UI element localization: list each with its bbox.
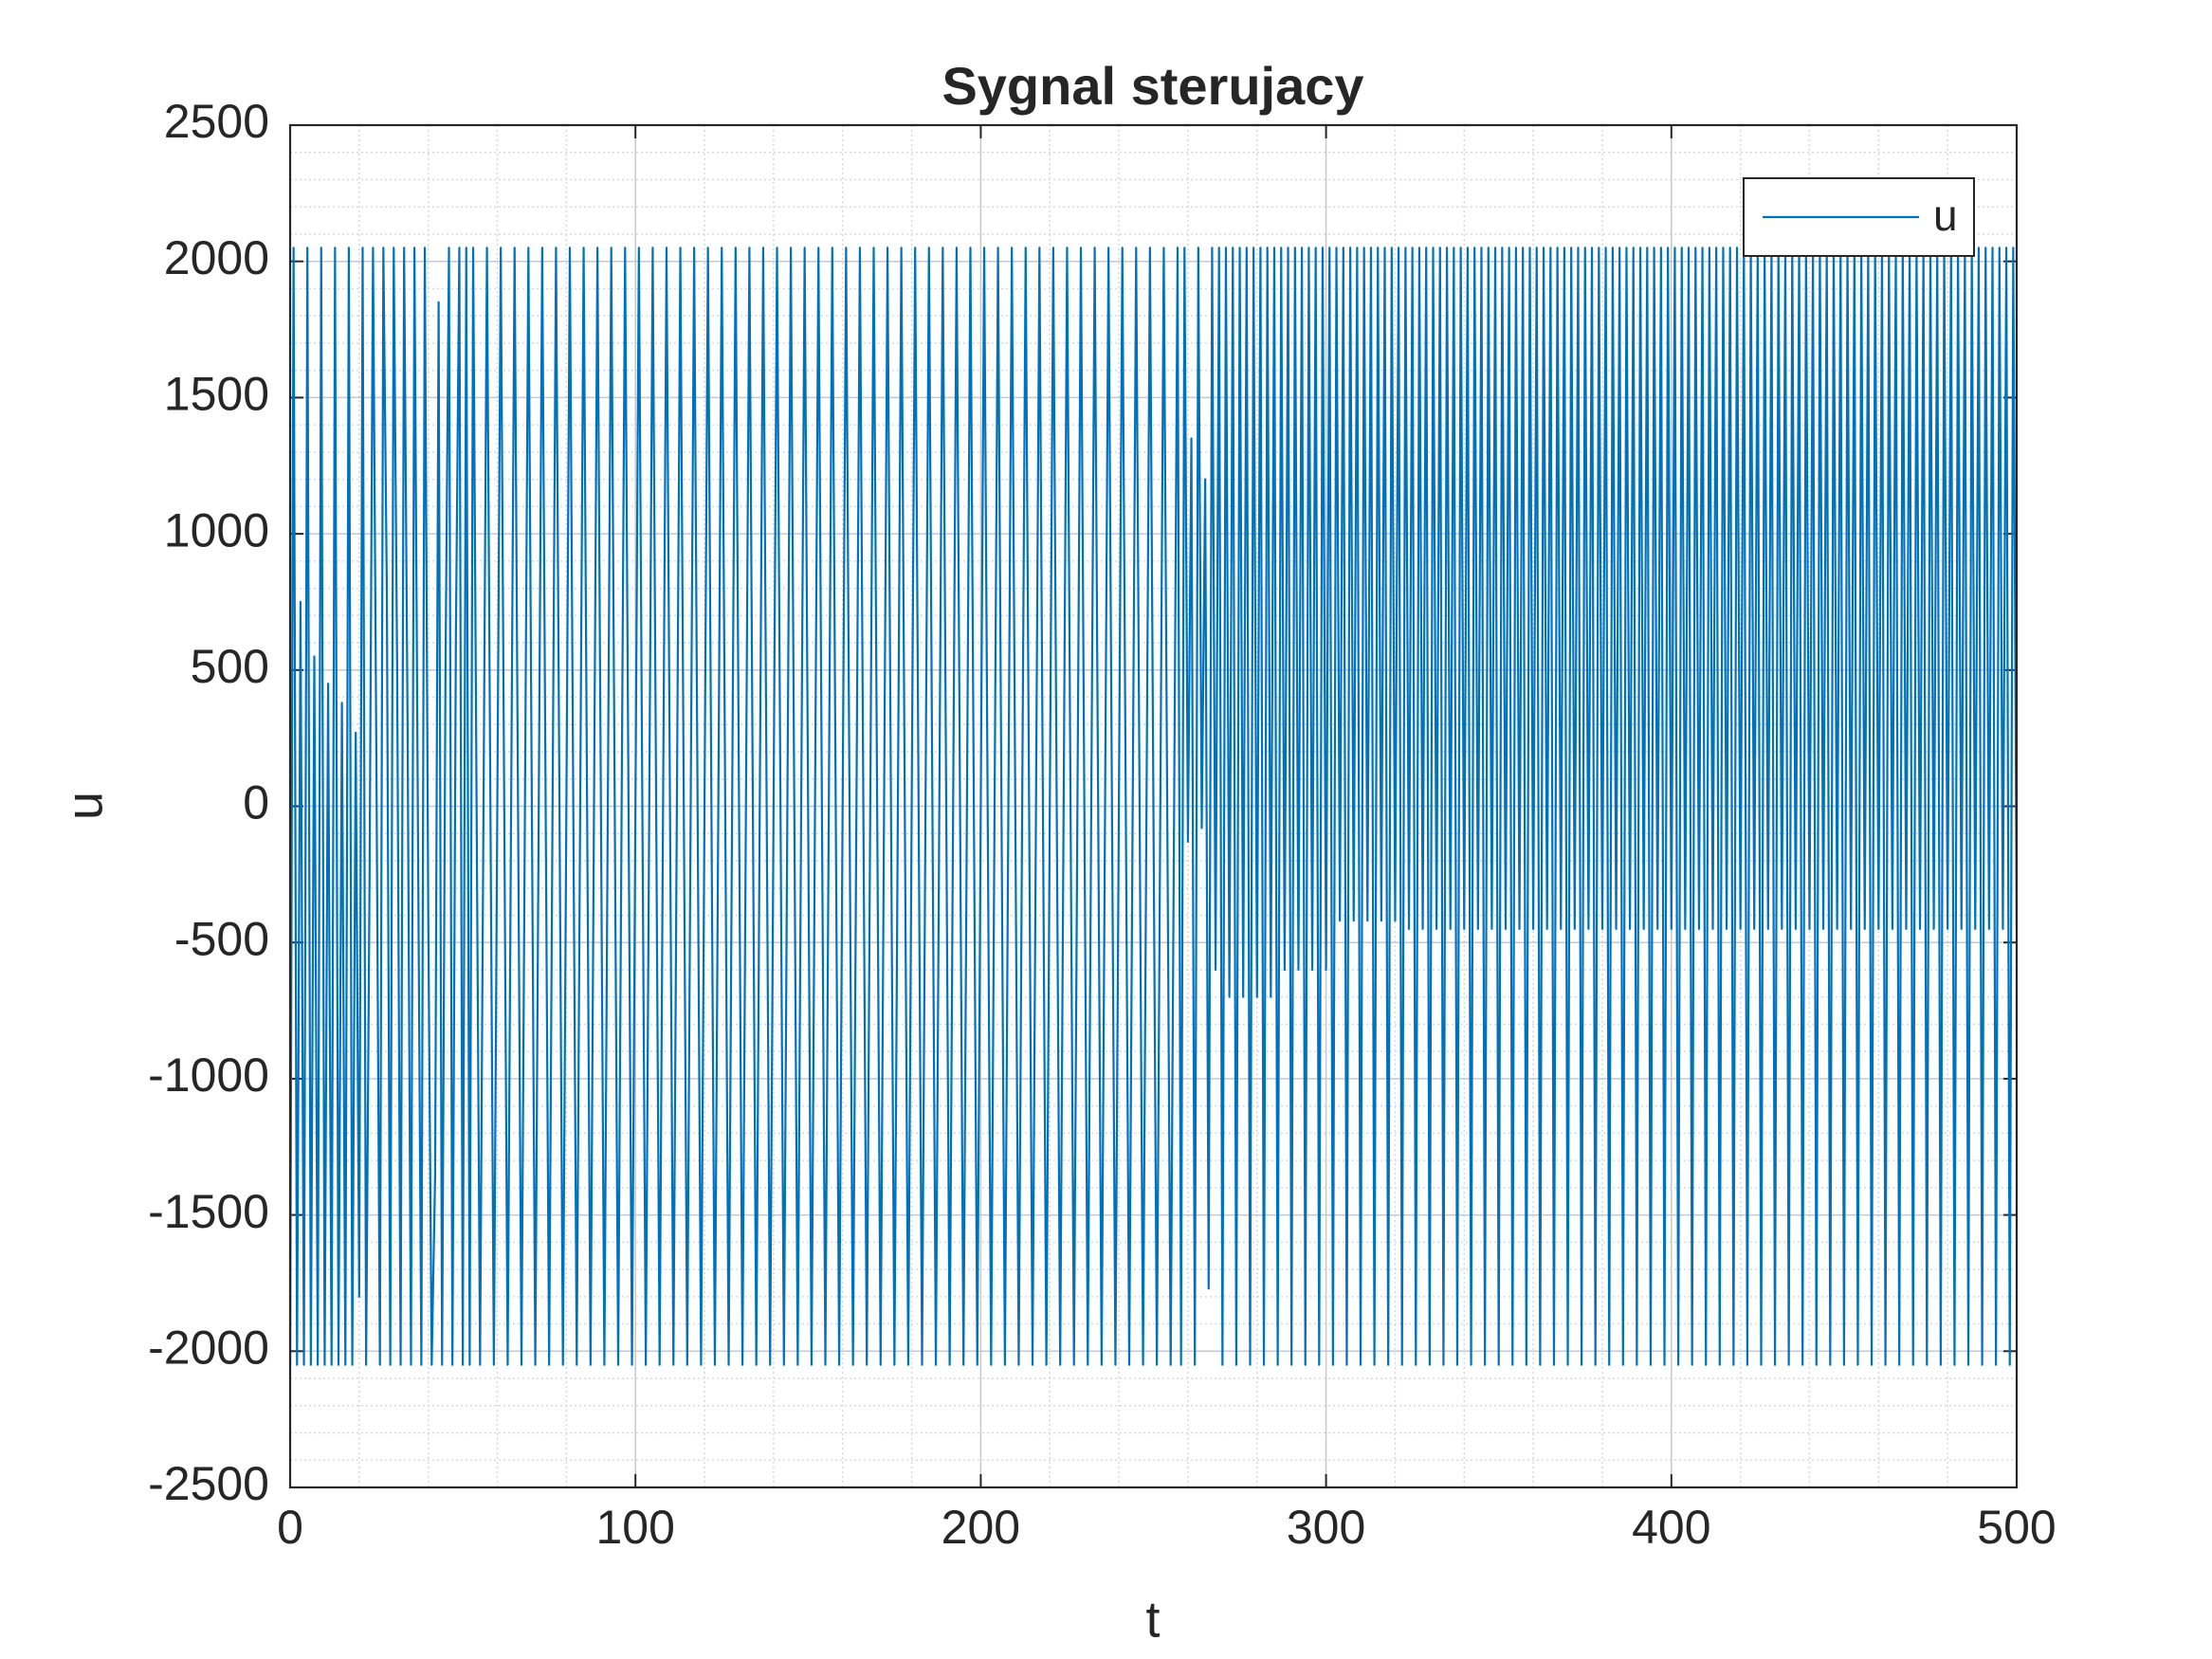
y-tick-label: -1000 (148, 1048, 269, 1102)
data-line (290, 246, 2017, 1366)
chart-title: Sygnal sterujacy (941, 56, 1363, 116)
x-tick-label: 200 (941, 1501, 1020, 1554)
y-tick-label: -2500 (148, 1457, 269, 1510)
y-tick-label: -2000 (148, 1322, 269, 1375)
x-tick-label: 0 (277, 1501, 303, 1554)
y-tick-label: 1500 (164, 368, 269, 421)
y-axis-label: u (56, 792, 113, 820)
x-tick-label: 300 (1287, 1501, 1365, 1554)
axes-box (288, 123, 2019, 1489)
x-axis-label: t (1145, 1591, 1160, 1648)
y-tick-label: 500 (191, 640, 269, 693)
x-tick-label: 500 (1977, 1501, 2056, 1554)
x-tick-label: 100 (595, 1501, 674, 1554)
y-tick-label: -500 (174, 912, 269, 965)
y-tick-label: 0 (243, 776, 269, 830)
legend-label: u (1933, 191, 1958, 240)
y-tick-label: -1500 (148, 1185, 269, 1238)
y-tick-label: 2500 (164, 95, 269, 148)
x-tick-label: 400 (1632, 1501, 1710, 1554)
y-tick-label: 2000 (164, 231, 269, 284)
y-tick-label: 1000 (164, 503, 269, 556)
